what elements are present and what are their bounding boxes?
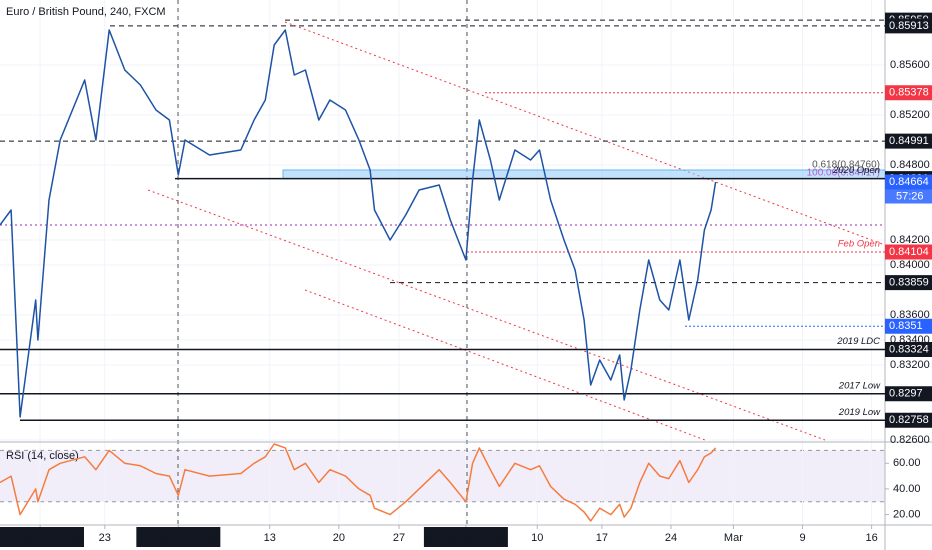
chart-title: Euro / British Pound, 240, FXCM [6,6,166,18]
y-tick-label: 0.83600 [890,309,930,321]
y-tick-label: 0.85200 [890,109,930,121]
x-tick-label: 10 [531,532,543,544]
level-label: 0.84991 [889,135,929,147]
y-tick-label: 0.85600 [890,59,930,71]
y-tick-label: 0.82600 [890,434,930,446]
y-tick-label: 0.84800 [890,159,930,171]
drawings [0,21,886,441]
x-tick-label: 20 [333,532,345,544]
level-box [885,133,932,149]
level-box [885,18,932,34]
x-tick-label: 17 [596,532,608,544]
x-tick-label: 16 [865,532,877,544]
x-tick-label: 23 [99,532,111,544]
rsi-tick-label: 40.00 [893,483,921,495]
rsi-label: RSI (14, close) [6,450,79,462]
grid [0,0,885,525]
x-tick-label: 01 Dec '19 23:00 [1,532,84,544]
level-label: 0.83324 [889,343,929,355]
level-label: 0.8351 [889,320,923,332]
level-label: 0.83859 [889,277,929,289]
rsi-tick-label: 60.00 [893,457,921,469]
rsi-tick-label: 20.00 [893,508,921,520]
level-box [885,275,932,291]
x-tick-label: 24 [665,532,677,544]
y-tick-label: 0.84000 [890,259,930,271]
series-line [0,29,717,418]
channel-line [284,21,886,246]
level-box [885,318,932,334]
x-tick-label: 9 [799,532,805,544]
resistance-zone [282,169,886,180]
x-tick-label: 02 Feb '20 23:00 [425,532,507,544]
x-tick-label: 27 [393,532,405,544]
level-note: 2019 Low [838,407,881,418]
fib-label: 0.618(0.84760) [812,160,880,171]
level-label: 0.85913 [889,20,929,32]
level-box [885,386,932,402]
channel-line [147,189,826,441]
level-label: 0.82758 [889,414,929,426]
x-tick-label: Mar [724,532,743,544]
timer: 57:26 [896,190,924,202]
level-box [885,85,932,101]
level-box [885,174,932,190]
x-label-box [423,527,508,547]
level-note: 2017 Low [838,380,881,391]
fib-label: 100.00(0.84717) [807,168,880,179]
rsi-band [0,450,885,502]
x-label-box [136,527,221,547]
x-tick-label: 13 [264,532,276,544]
level-note: 2020 Open [832,165,880,176]
channel-line [304,289,706,441]
level-box [885,244,932,260]
level-label: 0.84664 [889,176,929,188]
level-label: 0.85378 [889,87,929,99]
level-note: Feb Open [838,239,880,250]
level-box [885,342,932,357]
level-label: 0.84104 [889,246,929,258]
y-tick-label: 0.83200 [890,359,930,371]
level-label: 0.8297 [889,388,923,400]
x-tick-label: 02 Jan '20 07:00 [138,532,219,544]
timer-box [885,189,932,204]
series-line [0,443,717,522]
level-box [885,412,932,428]
level-note: 2019 LDC [836,336,880,347]
y-tick-label: 0.84200 [890,234,930,246]
x-label-box [0,527,84,547]
